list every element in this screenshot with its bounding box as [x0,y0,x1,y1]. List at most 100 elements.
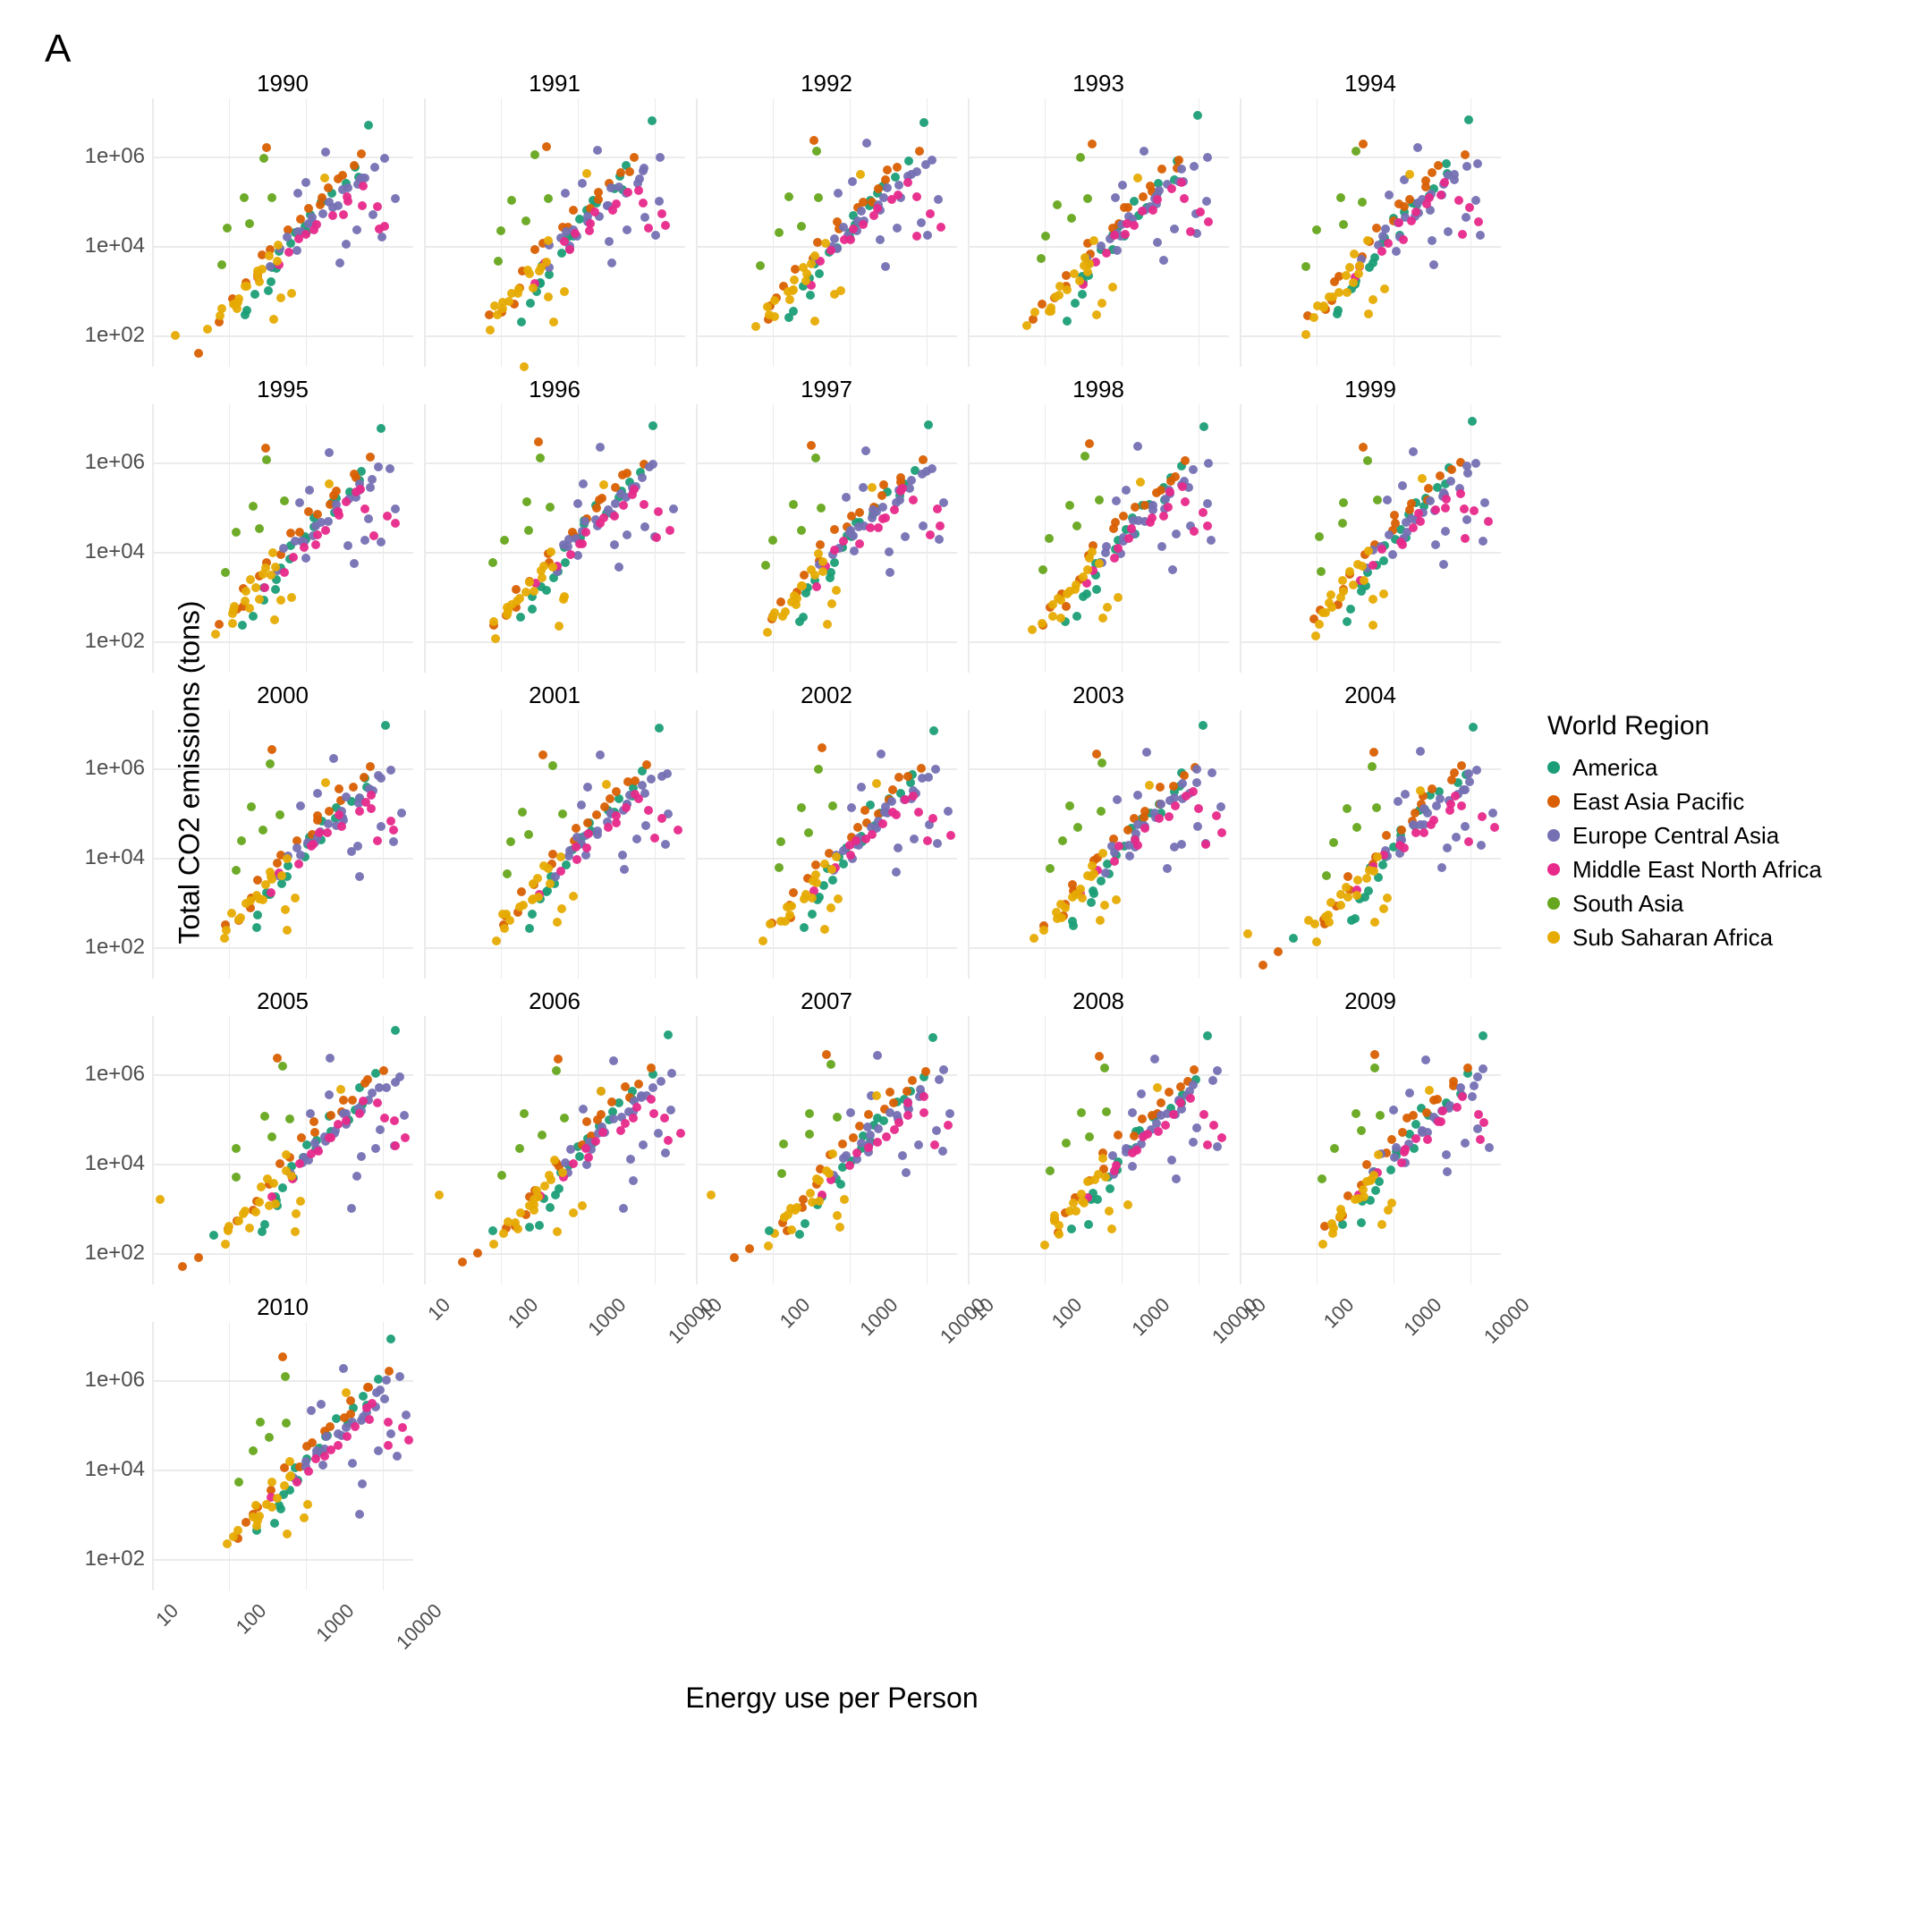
marker [1409,447,1418,456]
marker [300,543,309,552]
marker [1318,1240,1327,1249]
marker [1443,843,1452,852]
marker [1349,278,1358,287]
marker [877,750,886,758]
gridline-h [968,335,1229,337]
marker [611,499,620,508]
marker [245,1224,254,1233]
marker [1382,831,1391,840]
marker [919,521,928,530]
marker [1131,835,1140,844]
marker [810,317,819,326]
plot-area [1240,98,1501,367]
marker [1171,801,1180,810]
marker [1397,1158,1406,1167]
marker [654,507,663,516]
marker [489,617,498,626]
marker [1112,895,1121,904]
marker [291,1227,300,1236]
marker [1349,580,1358,589]
marker [598,1128,607,1137]
marker [903,1098,912,1107]
marker [377,424,386,433]
marker [789,500,798,509]
marker [242,282,251,291]
marker [1425,1086,1434,1095]
marker [1199,508,1208,517]
marker [521,216,530,225]
marker [1155,814,1164,823]
marker [935,535,944,544]
marker [830,558,839,567]
marker [332,487,341,496]
marker [491,634,500,643]
facet-title: 2002 [696,682,957,709]
marker [267,888,275,897]
marker [357,1152,366,1161]
marker [1377,545,1386,554]
marker [901,532,910,541]
marker [528,910,537,919]
marker [797,803,806,812]
marker [730,1253,739,1262]
marker [535,1221,544,1230]
gridline-v [773,710,775,979]
marker [839,537,848,546]
marker [770,608,779,617]
marker [1419,828,1428,837]
marker [1159,512,1168,521]
marker [221,568,230,577]
marker [223,1539,232,1548]
marker [805,1109,814,1118]
marker [1095,496,1104,504]
gridline-h [696,1164,957,1165]
marker [787,902,796,911]
marker [614,563,623,572]
marker [842,1151,851,1160]
marker [391,194,400,203]
marker [805,1130,814,1139]
marker [211,630,220,639]
marker [232,866,241,875]
marker [1468,417,1477,426]
marker [1125,852,1134,860]
y-tick-label: 1e+02 [85,935,145,960]
marker [358,1479,367,1488]
marker [830,546,839,555]
marker [1110,857,1119,866]
marker [1427,820,1436,829]
marker [1411,1134,1420,1143]
marker [1400,1148,1409,1157]
marker [1122,486,1131,495]
marker [1358,562,1367,571]
marker [282,1150,291,1159]
marker [886,568,894,577]
marker [377,538,386,547]
marker [249,1446,258,1455]
marker [1289,934,1298,943]
marker [835,1223,844,1232]
marker [1450,768,1459,777]
marker [1192,765,1201,774]
marker [334,174,343,183]
gridline-v [1317,1016,1318,1284]
marker [1461,1139,1470,1148]
marker [522,497,531,506]
facet-panel-2002: 2002 [696,683,957,979]
marker [287,1172,296,1181]
marker [251,583,260,592]
marker [1434,161,1443,170]
marker [833,1113,842,1122]
marker [1377,1220,1386,1229]
facet-panel-1993: 1993 [968,72,1229,367]
marker [516,1208,525,1217]
marker [435,1191,444,1199]
legend-item: Middle East North Africa [1547,852,1905,886]
marker [233,1526,242,1535]
gridline-h [152,947,413,949]
marker [301,178,310,187]
marker [1088,140,1097,148]
marker [640,522,649,531]
marker [334,1120,343,1129]
marker [647,775,656,784]
